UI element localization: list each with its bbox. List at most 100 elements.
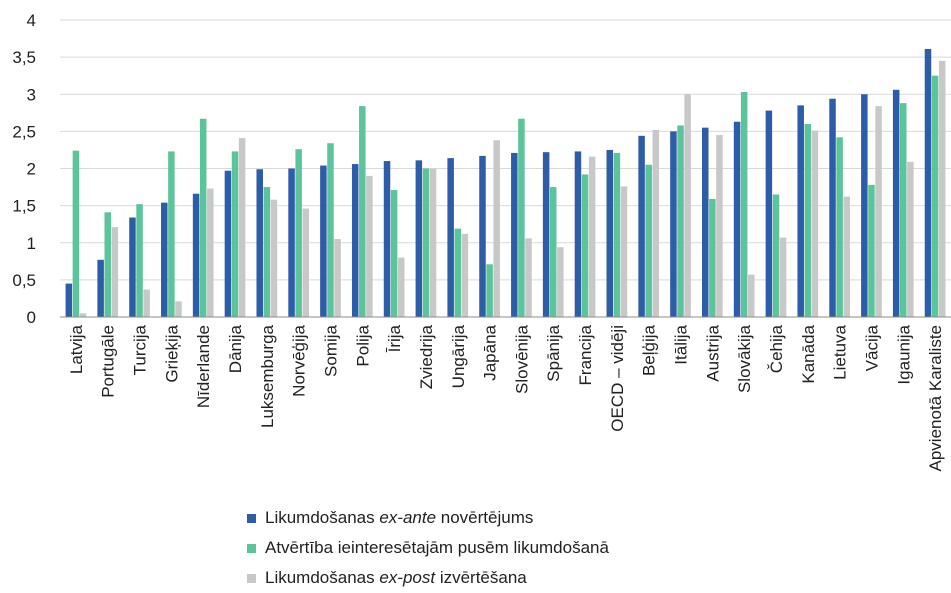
bar	[199, 118, 207, 317]
bar	[429, 168, 437, 317]
legend-label-ex-ante: Likumdošanas ex-ante novērtējums	[265, 508, 533, 528]
bar	[779, 237, 787, 317]
bar	[168, 151, 175, 317]
x-tick-label: Austrija	[703, 324, 722, 381]
bar	[900, 103, 907, 317]
bar	[868, 184, 875, 317]
bar	[892, 89, 900, 317]
bar	[263, 187, 271, 317]
bar	[383, 161, 391, 317]
x-tick-label: Nīderlande	[194, 325, 213, 408]
bar	[740, 92, 748, 318]
legend-item-ex-post: Likumdošanas ex-post izvērtēšana	[247, 563, 609, 593]
bar	[136, 204, 143, 317]
x-tick-label: Apvienotā Karaliste	[926, 325, 945, 471]
x-tick-label: Slovēnija	[512, 324, 531, 394]
legend-label-part: Atvērtība ieinteresētajām pusēm likumdoš…	[265, 538, 609, 557]
bar	[461, 233, 469, 317]
bar	[525, 238, 532, 317]
bar	[79, 313, 87, 317]
legend-item-openness: Atvērtība ieinteresētajām pusēm likumdoš…	[247, 533, 609, 563]
bar	[72, 150, 80, 317]
y-tick-label: 0,5	[12, 271, 36, 290]
bar	[295, 149, 302, 317]
bar	[97, 259, 104, 317]
bar	[588, 156, 596, 317]
legend-label-part: Likumdošanas	[265, 508, 380, 527]
y-tick-label: 3	[27, 85, 36, 104]
bar	[716, 135, 723, 317]
bar	[684, 94, 691, 317]
bar	[175, 301, 182, 317]
bar	[875, 106, 882, 317]
y-tick-label: 2,5	[12, 122, 36, 141]
bar	[238, 138, 246, 317]
x-tick-label: Igaunija	[894, 324, 913, 384]
bar	[493, 140, 500, 317]
bar	[256, 169, 263, 317]
bar	[613, 152, 621, 317]
bar	[366, 175, 373, 317]
bar	[143, 289, 150, 317]
bar	[390, 190, 398, 317]
bar	[327, 143, 334, 317]
bar	[511, 152, 518, 317]
x-tick-label: Ungārija	[449, 324, 468, 388]
bar	[542, 152, 550, 317]
bar	[804, 123, 812, 317]
bar	[557, 247, 564, 317]
bar	[454, 228, 462, 317]
legend-swatch-openness	[247, 543, 256, 553]
legend-label-part: ex-ante	[379, 508, 437, 527]
bar	[270, 199, 278, 317]
legend: Likumdošanas ex-ante novērtējums Atvērtī…	[247, 503, 609, 593]
bar	[397, 257, 405, 317]
bar	[907, 161, 914, 317]
bar	[620, 186, 628, 317]
y-tick-label: 4	[27, 11, 36, 30]
x-tick-label: Latvija	[67, 324, 86, 374]
bar	[670, 131, 677, 317]
x-tick-label: Francija	[576, 324, 595, 385]
y-tick-label: 1	[27, 234, 36, 253]
x-tick-label: Portugāle	[99, 325, 118, 398]
bar	[861, 94, 868, 317]
bar	[334, 239, 341, 317]
bar	[359, 106, 366, 317]
legend-label-openness: Atvērtība ieinteresētajām pusēm likumdoš…	[265, 538, 609, 558]
bar	[748, 274, 755, 317]
bar	[733, 121, 741, 317]
bar	[931, 75, 939, 317]
x-tick-label: Slovākija	[735, 324, 754, 393]
bar	[652, 129, 660, 317]
x-tick-label: OECD – vidēji	[608, 325, 627, 432]
x-tick-label: Dānija	[226, 324, 245, 373]
bar	[111, 227, 119, 317]
bar	[709, 198, 716, 317]
y-tick-label: 1,5	[12, 197, 36, 216]
bar	[320, 165, 327, 317]
y-tick-label: 0	[27, 308, 36, 327]
bar	[797, 105, 804, 317]
x-tick-label: Itālija	[672, 324, 691, 364]
bar	[207, 188, 214, 317]
y-tick-label: 3,5	[12, 48, 36, 67]
bar	[351, 164, 359, 317]
x-tick-label: Japāna	[481, 324, 500, 380]
legend-swatch-ex-post	[247, 573, 256, 583]
bar	[581, 174, 589, 317]
x-tick-label: Īrija	[385, 324, 404, 352]
bar	[447, 158, 454, 317]
bar	[415, 160, 423, 317]
y-axis-tick-labels: 0 0,5 1 1,5 2 2,5 3 3,5 4	[12, 11, 36, 327]
bar	[65, 283, 73, 317]
x-axis-tick-labels: Latvija Portugāle Turcija Grieķija Nīderland…	[67, 324, 945, 471]
legend-label-part: izvērtēšana	[435, 568, 527, 587]
x-tick-label: Lietuva	[831, 324, 850, 379]
bar	[224, 170, 232, 317]
x-tick-label: Spānija	[544, 324, 563, 381]
bar	[938, 60, 946, 318]
bar	[924, 48, 932, 318]
bar	[677, 125, 684, 317]
